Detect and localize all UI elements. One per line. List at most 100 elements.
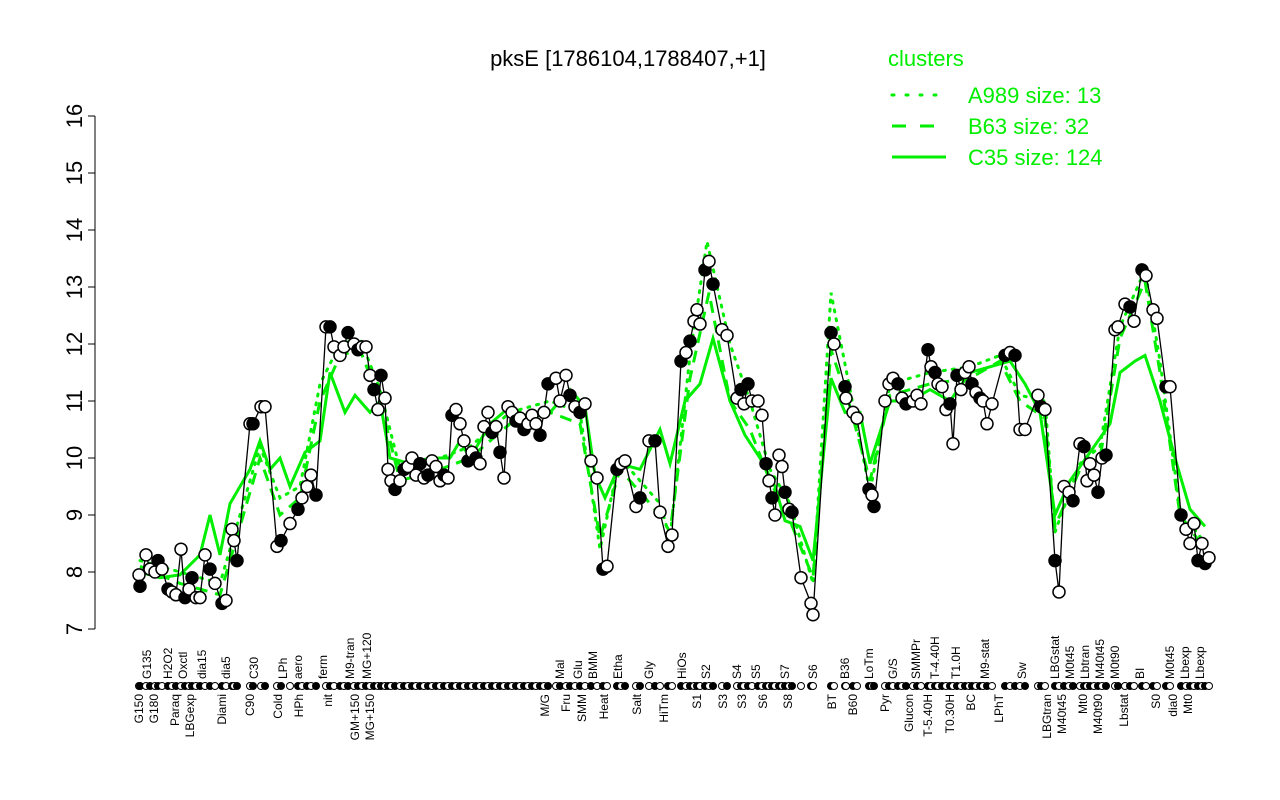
data-point [850,411,864,425]
data-point [806,608,820,622]
data-point [1123,300,1137,314]
y-tick-label: 7 [62,623,87,635]
data-point [921,342,935,357]
x-label-upper: S7 [778,664,792,679]
data-point [578,397,592,411]
data-point [741,377,755,391]
data-point [867,499,881,514]
x-marker [1142,682,1150,690]
x-label-lower: Glucon [902,694,916,732]
x-marker [1114,682,1122,690]
x-marker [1166,682,1174,690]
legend-label: C35 size: 124 [968,145,1103,170]
x-marker [870,682,878,690]
x-label-upper: BI [1133,668,1147,679]
data-point [720,328,734,343]
x-label-lower: Lbstat [1117,693,1131,726]
data-point [838,380,852,394]
cluster-line-solid [139,332,1207,580]
y-tick-label: 9 [62,509,87,521]
x-label-lower: S3 [716,694,730,709]
x-label-lower: S3 [735,694,749,709]
x-marker [668,682,676,690]
x-label-lower: Pyr [878,694,892,712]
x-marker [544,682,552,690]
y-tick-label: 12 [62,332,87,356]
y-tick-label: 14 [62,218,87,242]
x-marker [902,682,910,690]
data-point [1127,314,1141,328]
x-marker [797,682,805,690]
data-point [702,254,716,269]
data-point [584,454,598,468]
x-label-upper: M9-stat [978,638,992,679]
data-point [559,368,573,383]
data-point [283,516,297,531]
x-label-upper: T1.0H [949,646,963,679]
x-marker [1102,682,1110,690]
x-label-lower: T-5.40H [921,694,935,737]
data-point [489,419,503,434]
x-marker [286,682,294,690]
data-point [914,397,928,411]
data-point [1066,494,1080,508]
data-point [363,368,377,383]
x-label-lower: BT [825,693,839,709]
x-label-lower: LBGtran [1040,694,1054,739]
y-ticks: 7 8 9 10 11 12 13 14 15 16 [62,104,95,635]
x-label-lower: SMM [575,694,589,722]
x-label-lower: S6 [756,694,770,709]
x-marker [809,682,817,690]
x-marker [1153,682,1161,690]
data-point [553,394,567,408]
data-point [481,405,495,420]
x-label-lower: M/G [538,694,552,717]
data-point [985,397,999,411]
data-point [865,488,879,502]
x-label-upper: Etha [611,654,625,679]
x-marker [1041,682,1049,690]
data-point [155,562,169,576]
data-point [1099,448,1113,462]
data-point [633,491,647,505]
x-label-upper: Oxctl [176,652,190,679]
x-marker [277,682,285,690]
data-point [1139,268,1153,283]
data-point [258,399,272,414]
x-label-upper: LBGstat [1048,635,1062,679]
x-label-upper: M40t45 [1093,639,1107,679]
data-point [706,277,720,291]
y-tick-label: 8 [62,566,87,578]
x-label-upper: Glu [571,660,585,679]
x-label-upper: SMMPr [909,639,923,679]
y-tick-label: 11 [62,390,87,413]
data-point [759,456,773,471]
data-point [772,448,786,462]
x-marker [233,682,241,690]
x-label-upper: S4 [730,664,744,679]
data-point [371,402,385,417]
y-tick-label: 10 [62,446,87,470]
x-label-lower: Paraq [168,694,182,726]
x-label-lower: Heat [597,693,611,719]
data-point [1083,456,1097,471]
x-label-upper: M9-tran [343,638,357,679]
x-label-lower: Mt0 [1181,694,1195,714]
data-point [1195,536,1209,551]
data-point [824,325,838,340]
data-point [378,391,392,405]
data-point [1018,422,1032,437]
x-label-upper: ferm [316,655,330,679]
x-label-lower: S0 [1149,694,1163,709]
x-label-lower: LBGexp [183,694,197,738]
cluster-line-dotted [138,241,1207,586]
data-point [323,320,337,334]
data-point [174,542,188,556]
data-point [755,408,769,422]
x-label-lower: Mt0 [1076,694,1090,714]
data-point [429,459,443,474]
x-label-upper: M0t45 [1163,645,1177,679]
x-label-upper: aero [291,655,305,679]
data-point [497,471,511,485]
data-point [839,391,853,405]
